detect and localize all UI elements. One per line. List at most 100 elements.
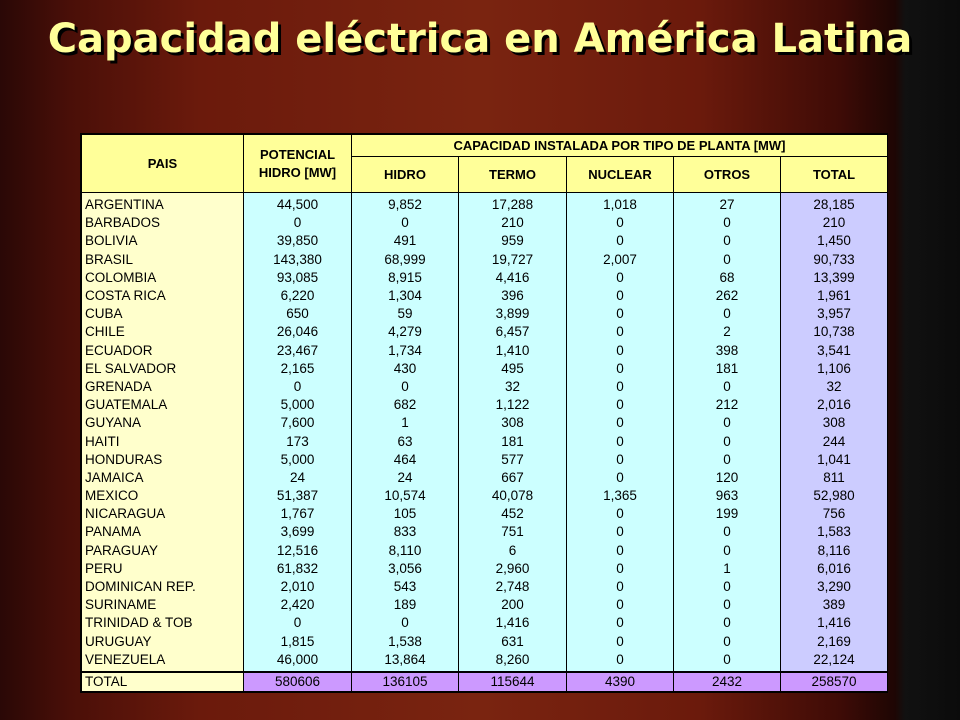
cell-hidro: 0	[351, 377, 459, 397]
cell-hidro: 24	[351, 468, 459, 487]
cell-termo: 308	[458, 414, 567, 433]
cell-pais: GUATEMALA	[81, 396, 244, 415]
cell-pais: GUYANA	[81, 414, 244, 433]
cell-otros: 0	[673, 650, 781, 672]
cell-total: 8,116	[780, 541, 888, 560]
cell-nuclear: 0	[566, 468, 674, 487]
cell-hidro: 682	[351, 396, 459, 415]
cell-total: 1,416	[780, 614, 888, 633]
cell-nuclear: 0	[566, 268, 674, 287]
header-nuclear: NUCLEAR	[566, 156, 674, 193]
cell-termo: 3,899	[458, 305, 567, 324]
cell-otros: 181	[673, 359, 781, 378]
cell-potencial-hidro: 6,220	[243, 286, 352, 306]
totals-potencial: 580606	[243, 670, 352, 692]
header-potencial-hidro-label: POTENCIAL HIDRO [MW]	[258, 146, 337, 180]
table-row: CUBA 650 59 3,899 0 0 3,957	[81, 305, 888, 324]
cell-hidro: 13,864	[351, 650, 459, 672]
cell-total: 13,399	[780, 268, 888, 287]
cell-termo: 1,416	[458, 614, 567, 633]
cell-hidro: 1	[351, 414, 459, 433]
cell-otros: 0	[673, 250, 781, 269]
cell-total: 3,290	[780, 577, 888, 597]
cell-hidro: 1,734	[351, 341, 459, 360]
table-row: EL SALVADOR 2,165 430 495 0 181 1,106	[81, 359, 888, 378]
table-row: PANAMA 3,699 833 751 0 0 1,583	[81, 523, 888, 542]
cell-pais: TRINIDAD & TOB	[81, 614, 244, 633]
cell-otros: 212	[673, 396, 781, 415]
capacity-table: PAIS POTENCIAL HIDRO [MW] CAPACIDAD INST…	[81, 134, 888, 692]
cell-hidro: 0	[351, 614, 459, 633]
table-row: BOLIVIA 39,850 491 959 0 0 1,450	[81, 232, 888, 251]
cell-hidro: 464	[351, 450, 459, 469]
cell-pais: URUGUAY	[81, 632, 244, 651]
cell-total: 10,738	[780, 323, 888, 342]
cell-total: 6,016	[780, 559, 888, 578]
cell-pais: PARAGUAY	[81, 541, 244, 560]
cell-hidro: 491	[351, 232, 459, 251]
header-total: TOTAL	[780, 156, 888, 193]
cell-nuclear: 0	[566, 396, 674, 415]
cell-pais: ARGENTINA	[81, 192, 244, 215]
cell-otros: 199	[673, 505, 781, 524]
cell-hidro: 8,110	[351, 541, 459, 560]
cell-potencial-hidro: 0	[243, 614, 352, 633]
cell-otros: 0	[673, 541, 781, 560]
cell-nuclear: 0	[566, 305, 674, 324]
cell-termo: 6	[458, 541, 567, 560]
cell-total: 3,541	[780, 341, 888, 360]
cell-nuclear: 1,365	[566, 487, 674, 506]
cell-potencial-hidro: 2,010	[243, 577, 352, 597]
cell-nuclear: 0	[566, 214, 674, 233]
cell-total: 1,450	[780, 232, 888, 251]
cell-potencial-hidro: 173	[243, 432, 352, 451]
totals-label: TOTAL	[81, 670, 244, 692]
cell-termo: 181	[458, 432, 567, 451]
cell-pais: COLOMBIA	[81, 268, 244, 287]
cell-termo: 1,122	[458, 396, 567, 415]
table-row: HONDURAS 5,000 464 577 0 0 1,041	[81, 450, 888, 469]
cell-hidro: 0	[351, 214, 459, 233]
cell-otros: 0	[673, 214, 781, 233]
cell-potencial-hidro: 51,387	[243, 487, 352, 506]
cell-otros: 68	[673, 268, 781, 287]
cell-pais: NICARAGUA	[81, 505, 244, 524]
cell-otros: 0	[673, 232, 781, 251]
table-row: COLOMBIA 93,085 8,915 4,416 0 68 13,399	[81, 268, 888, 287]
table-row: MEXICO 51,387 10,574 40,078 1,365 963 52,980	[81, 487, 888, 506]
table-row: GUATEMALA 5,000 682 1,122 0 212 2,016	[81, 396, 888, 415]
cell-nuclear: 0	[566, 577, 674, 597]
cell-pais: CHILE	[81, 323, 244, 342]
cell-total: 811	[780, 468, 888, 487]
cell-otros: 0	[673, 523, 781, 542]
cell-total: 1,961	[780, 286, 888, 306]
cell-pais: HONDURAS	[81, 450, 244, 469]
cell-otros: 1	[673, 559, 781, 578]
cell-total: 389	[780, 596, 888, 615]
cell-termo: 2,960	[458, 559, 567, 578]
cell-nuclear: 0	[566, 523, 674, 542]
slide-title: Capacidad eléctrica en América Latina	[47, 16, 913, 62]
table-row: ARGENTINA 44,500 9,852 17,288 1,018 27 28,185	[81, 192, 888, 215]
cell-potencial-hidro: 61,832	[243, 559, 352, 578]
cell-nuclear: 0	[566, 432, 674, 451]
totals-termo: 115644	[458, 670, 567, 692]
cell-termo: 751	[458, 523, 567, 542]
cell-potencial-hidro: 44,500	[243, 192, 352, 215]
cell-total: 1,106	[780, 359, 888, 378]
table-row: PARAGUAY 12,516 8,110 6 0 0 8,116	[81, 541, 888, 560]
totals-otros: 2432	[673, 670, 781, 692]
cell-total: 90,733	[780, 250, 888, 269]
cell-potencial-hidro: 2,165	[243, 359, 352, 378]
cell-pais: VENEZUELA	[81, 650, 244, 672]
cell-hidro: 9,852	[351, 192, 459, 215]
cell-termo: 577	[458, 450, 567, 469]
cell-termo: 17,288	[458, 192, 567, 215]
cell-potencial-hidro: 1,767	[243, 505, 352, 524]
cell-otros: 0	[673, 414, 781, 433]
cell-termo: 1,410	[458, 341, 567, 360]
cell-nuclear: 0	[566, 414, 674, 433]
cell-total: 2,169	[780, 632, 888, 651]
cell-hidro: 59	[351, 305, 459, 324]
cell-termo: 667	[458, 468, 567, 487]
